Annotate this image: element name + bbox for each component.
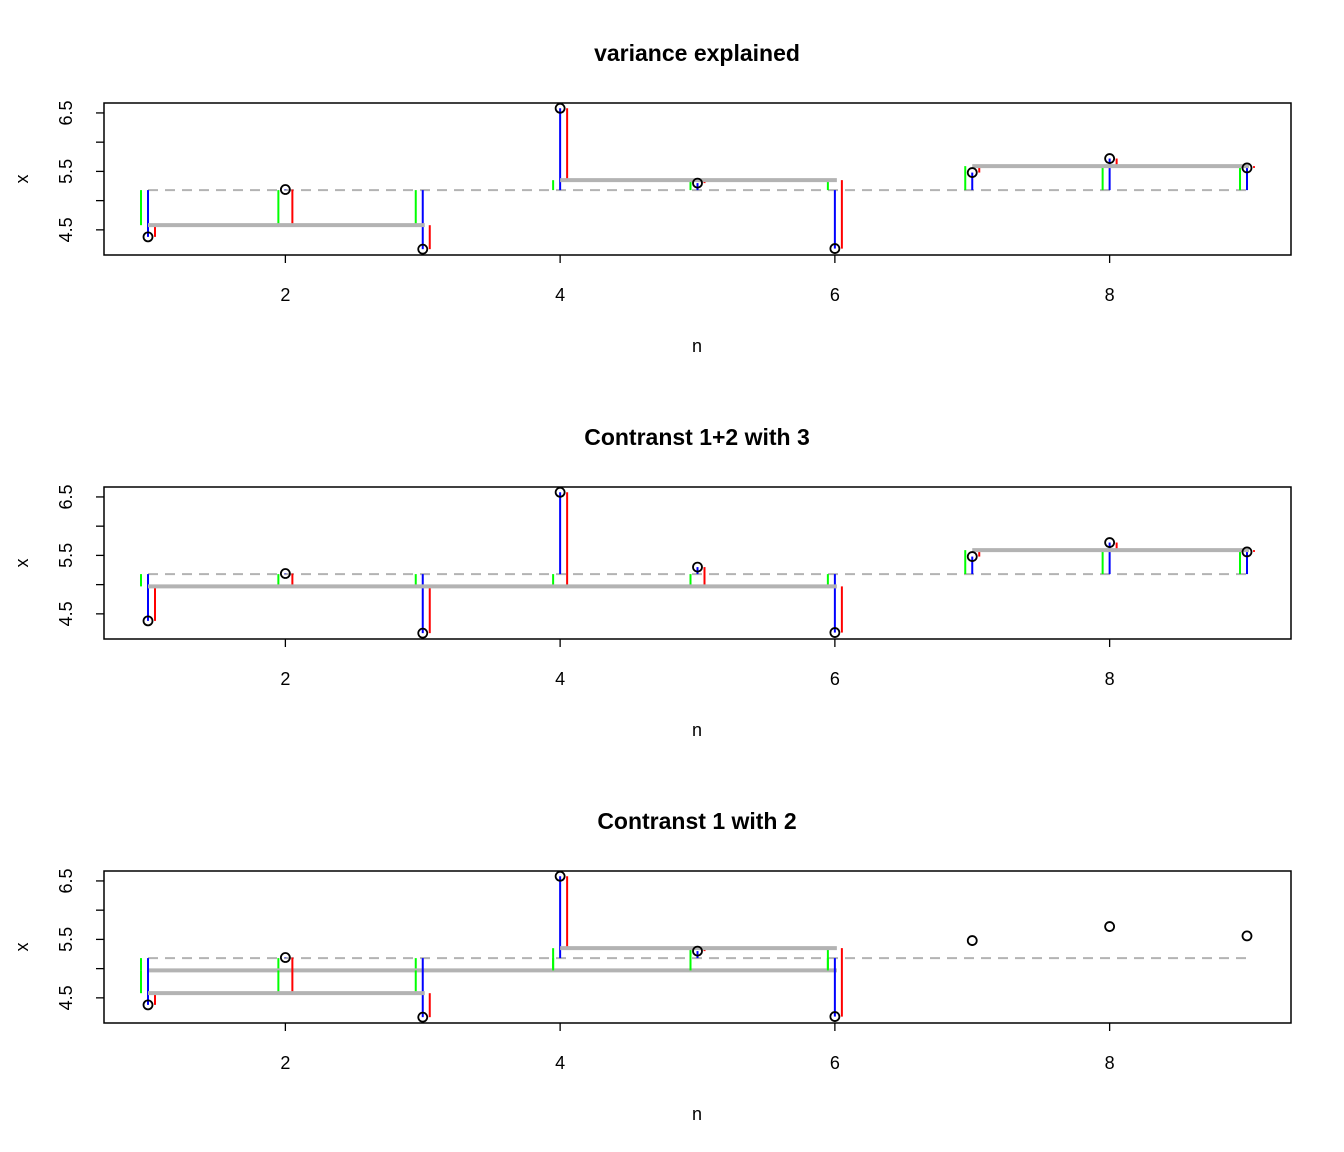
data-point bbox=[692, 561, 703, 573]
x-tick-label: 6 bbox=[830, 285, 840, 305]
x-tick-label: 8 bbox=[1105, 285, 1115, 305]
data-point bbox=[829, 243, 841, 254]
data-point bbox=[417, 1011, 429, 1023]
y-axis-label: x bbox=[12, 943, 32, 952]
x-axis-label: n bbox=[692, 720, 702, 740]
data-point bbox=[554, 102, 566, 114]
data-point bbox=[142, 231, 154, 243]
data-point bbox=[829, 627, 841, 638]
y-axis-label: x bbox=[12, 175, 32, 184]
data-point bbox=[966, 167, 978, 178]
data-point bbox=[554, 870, 566, 882]
data-point bbox=[417, 627, 429, 639]
y-tick-label: 6.5 bbox=[56, 868, 76, 893]
x-tick-label: 4 bbox=[555, 285, 565, 305]
y-tick-label: 5.5 bbox=[56, 159, 76, 184]
x-tick-label: 4 bbox=[555, 669, 565, 689]
data-point bbox=[966, 935, 978, 946]
x-tick-label: 2 bbox=[280, 285, 290, 305]
data-point bbox=[279, 184, 291, 195]
plot-frame bbox=[103, 486, 1292, 640]
x-tick-label: 6 bbox=[830, 1053, 840, 1073]
data-point bbox=[279, 568, 291, 579]
chart-panel-3: Contranst 1 with 2 n x 2 4 6 8 4.5 5.5 6.5 bbox=[12, 808, 1292, 1124]
chart-title: variance explained bbox=[594, 40, 800, 66]
x-axis-label: n bbox=[692, 1104, 702, 1124]
data-point bbox=[279, 952, 291, 963]
x-tick-label: 2 bbox=[280, 1053, 290, 1073]
x-tick-label: 6 bbox=[830, 669, 840, 689]
chart-panel-1: variance explained n x 2 4 6 8 4.5 5.5 6.5 bbox=[12, 40, 1292, 356]
plot-frame bbox=[103, 870, 1292, 1024]
y-tick-label: 5.5 bbox=[56, 927, 76, 952]
y-tick-label: 6.5 bbox=[56, 100, 76, 125]
data-point bbox=[1241, 162, 1253, 174]
plot-frame bbox=[103, 102, 1292, 256]
y-tick-label: 4.5 bbox=[56, 985, 76, 1010]
chart-title: Contranst 1+2 with 3 bbox=[584, 424, 810, 450]
data-point bbox=[142, 615, 154, 627]
y-tick-label: 5.5 bbox=[56, 543, 76, 568]
data-point bbox=[1241, 930, 1253, 942]
data-point bbox=[692, 177, 703, 189]
x-tick-label: 4 bbox=[555, 1053, 565, 1073]
chart-panel-2: Contranst 1+2 with 3 n x 2 4 6 8 4.5 5.5 6.5 bbox=[12, 424, 1292, 740]
x-tick-label: 8 bbox=[1105, 1053, 1115, 1073]
y-tick-label: 4.5 bbox=[56, 601, 76, 626]
x-tick-label: 2 bbox=[280, 669, 290, 689]
data-point bbox=[1241, 546, 1253, 558]
data-point bbox=[966, 551, 978, 562]
chart-title: Contranst 1 with 2 bbox=[597, 808, 796, 834]
data-point bbox=[829, 1011, 841, 1022]
data-point bbox=[554, 486, 566, 498]
x-axis-label: n bbox=[692, 336, 702, 356]
data-point bbox=[1104, 537, 1116, 548]
y-tick-label: 6.5 bbox=[56, 484, 76, 509]
y-tick-label: 4.5 bbox=[56, 217, 76, 242]
data-point bbox=[1104, 921, 1116, 932]
y-axis-label: x bbox=[12, 559, 32, 568]
data-point bbox=[1104, 153, 1116, 164]
data-point bbox=[417, 243, 429, 255]
data-point bbox=[692, 945, 703, 957]
x-tick-label: 8 bbox=[1105, 669, 1115, 689]
data-point bbox=[142, 999, 154, 1011]
